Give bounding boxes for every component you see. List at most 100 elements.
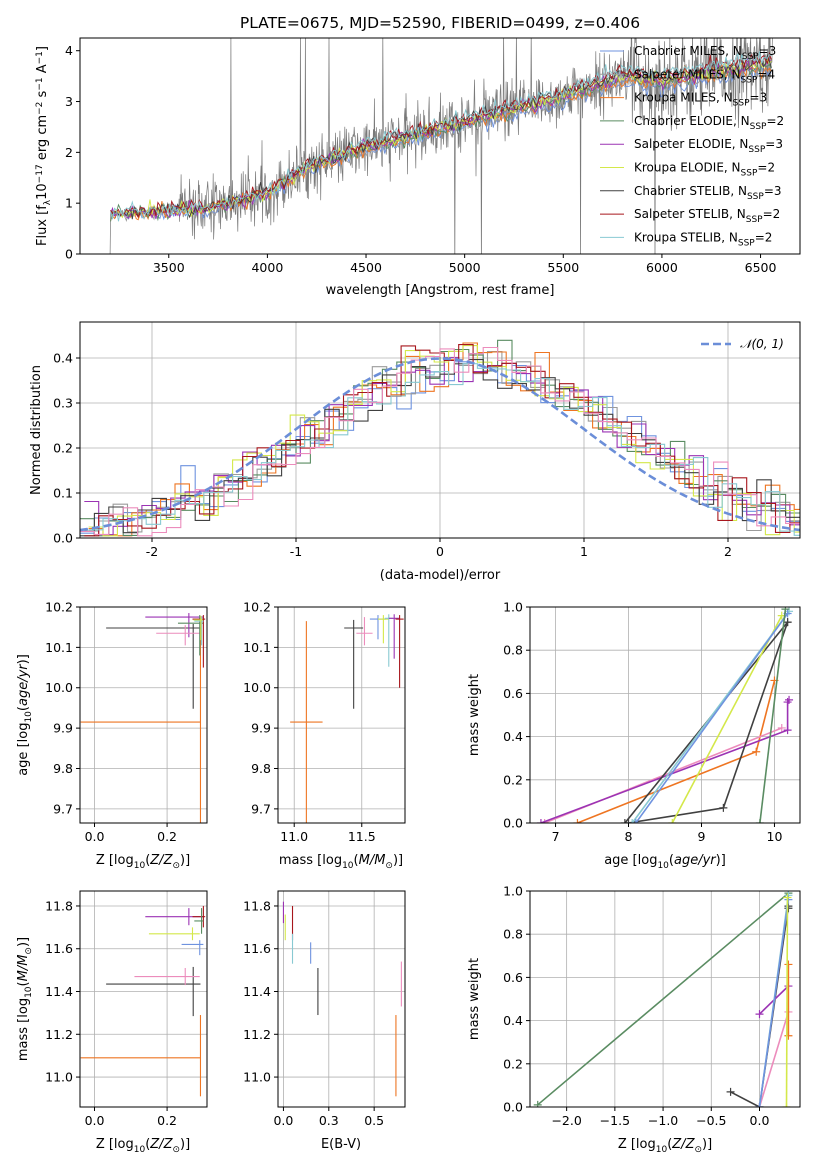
y-tick-label: 9.7 <box>53 801 73 816</box>
y-tick-label: 0.0 <box>503 816 523 831</box>
massZ-xlabel: Z [log10(Z/Z⊙)] <box>96 1137 190 1155</box>
y-tick-label: 10.1 <box>243 640 271 655</box>
x-tick-label: 8 <box>625 829 633 844</box>
weight-marker <box>755 1010 764 1019</box>
weight-marker <box>755 1103 764 1107</box>
weight-marker <box>536 819 545 823</box>
x-tick-label: 0 <box>436 544 444 559</box>
axes-massweight_vs_Z: −2.0 −1.5 −1.0 −0.5 0.0 0.0 0.2 0.4 0.6 0.8 1.0 Z [… <box>467 884 801 1155</box>
weight-marker <box>783 893 792 902</box>
plot-area-massweight_vs_Z <box>530 891 800 1107</box>
ageZ-ylabel: age [log10(age/yr)] <box>16 654 34 776</box>
x-tick-label: 7 <box>552 829 560 844</box>
plot-area-mass_vs_Z <box>80 891 207 1107</box>
y-tick-label: 1.0 <box>503 884 523 899</box>
y-tick-label: 9.9 <box>53 721 73 736</box>
y-tick-label: 11.8 <box>243 898 271 913</box>
mwZ-ylabel: mass weight <box>467 958 482 1040</box>
weight-marker <box>783 618 792 627</box>
weight-series <box>573 676 779 823</box>
agemass-xlabel: mass [log10(M/M⊙)] <box>279 853 403 871</box>
errorbar-point <box>192 615 206 668</box>
x-tick-label: 4500 <box>350 260 382 275</box>
x-tick-label: −1.0 <box>648 1113 678 1128</box>
weight-marker <box>573 819 582 823</box>
weight-marker <box>781 607 790 614</box>
errorbar-point <box>384 614 393 667</box>
weight-marker <box>631 819 640 823</box>
y-tick-label: 4 <box>65 43 73 58</box>
legend-entry: 𝒩(0, 1) <box>740 337 784 351</box>
y-tick-label: 0.3 <box>53 396 73 411</box>
x-tick-label: 4000 <box>251 260 283 275</box>
x-tick-label: 2 <box>724 544 732 559</box>
weight-series <box>782 893 792 1107</box>
x-tick-label: 0.3 <box>319 1113 339 1128</box>
axes-mass_vs_Z: 0.0 0.2 11.0 11.2 11.4 11.6 11.8 Z [log10(Z/Z⊙)… <box>16 890 208 1155</box>
y-tick-label: 0.0 <box>53 531 73 546</box>
y-tick-label: 9.9 <box>251 721 271 736</box>
x-tick-label: 0.0 <box>750 1113 770 1128</box>
y-tick-label: 0.4 <box>503 729 523 744</box>
plot-area-age_vs_mass <box>278 607 405 823</box>
legend-entry: Chabrier ELODIE, NSSP=2 <box>634 114 784 132</box>
residual-histogram <box>88 345 800 537</box>
y-tick-label: 1 <box>65 196 73 211</box>
y-tick-label: 11.6 <box>45 941 73 956</box>
y-tick-label: 10.2 <box>243 600 271 615</box>
residuals-ylabel: Normed distribution <box>29 365 44 495</box>
weight-marker <box>624 819 633 823</box>
errorbar-point <box>80 621 202 823</box>
y-tick-label: 11.0 <box>243 1070 271 1085</box>
y-tick-label: 1.0 <box>503 600 523 615</box>
axes-frame <box>529 606 801 824</box>
figure-title: PLATE=0675, MJD=52590, FIBERID=0499, z=0… <box>240 14 640 32</box>
weight-line <box>577 680 776 823</box>
x-tick-label: 9 <box>698 829 706 844</box>
x-tick-label: 11.5 <box>348 829 376 844</box>
errorbar-point <box>156 625 200 646</box>
errorbar-point <box>106 623 201 709</box>
x-tick-label: -1 <box>290 544 302 559</box>
weight-marker <box>620 819 629 823</box>
y-tick-label: 0.2 <box>53 441 73 456</box>
legend-entry: Chabrier MILES, NSSP=3 <box>634 44 776 62</box>
y-tick-label: 0.4 <box>503 1013 523 1028</box>
legend-entry: Salpeter ELODIE, NSSP=3 <box>634 137 783 155</box>
y-tick-label: 0.2 <box>503 772 523 787</box>
errorbar-point <box>193 615 203 641</box>
residual-histogram <box>80 346 800 537</box>
plot-area-residuals <box>80 322 800 538</box>
x-tick-label: 1 <box>580 544 588 559</box>
weight-marker <box>777 723 786 732</box>
y-tick-label: 0.6 <box>503 686 523 701</box>
errorbar-point <box>194 617 204 646</box>
weight-marker <box>533 1100 542 1107</box>
axes-mass_vs_EBV: 0.0 0.3 0.5 11.0 11.2 11.4 11.6 11.8 E(B-V) <box>243 890 406 1152</box>
weight-marker <box>785 695 794 704</box>
x-tick-label: 0.0 <box>85 829 105 844</box>
errorbar-point <box>148 927 200 941</box>
axes-frame <box>79 37 801 255</box>
massZ-ylabel: mass [log10(M/M⊙)] <box>16 937 34 1061</box>
residual-histogram <box>80 339 800 537</box>
x-tick-label: 0.5 <box>364 1113 384 1128</box>
weight-marker <box>783 726 792 735</box>
x-tick-label: 0.2 <box>157 1113 177 1128</box>
weight-marker <box>628 819 637 823</box>
axes-frame <box>529 890 801 1108</box>
spectrum-xlabel: wavelength [Angstrom, rest frame] <box>326 283 555 298</box>
y-tick-label: 10.0 <box>243 680 271 695</box>
y-tick-label: 11.2 <box>45 1027 73 1042</box>
x-tick-label: −2.0 <box>551 1113 581 1128</box>
errorbar-point <box>181 940 204 956</box>
weight-marker <box>719 803 728 812</box>
model-spectrum-line <box>110 51 772 219</box>
errorbar-point <box>80 1015 202 1097</box>
x-tick-label: 3500 <box>153 260 185 275</box>
y-tick-label: 0.4 <box>53 351 73 366</box>
residuals-legend: 𝒩(0, 1) <box>701 337 784 351</box>
legend-entry: Kroupa STELIB, NSSP=2 <box>634 230 772 248</box>
spectrum-ylabel: Flux [fλ10−17 erg cm−2 s−1 A−1] <box>35 46 53 246</box>
